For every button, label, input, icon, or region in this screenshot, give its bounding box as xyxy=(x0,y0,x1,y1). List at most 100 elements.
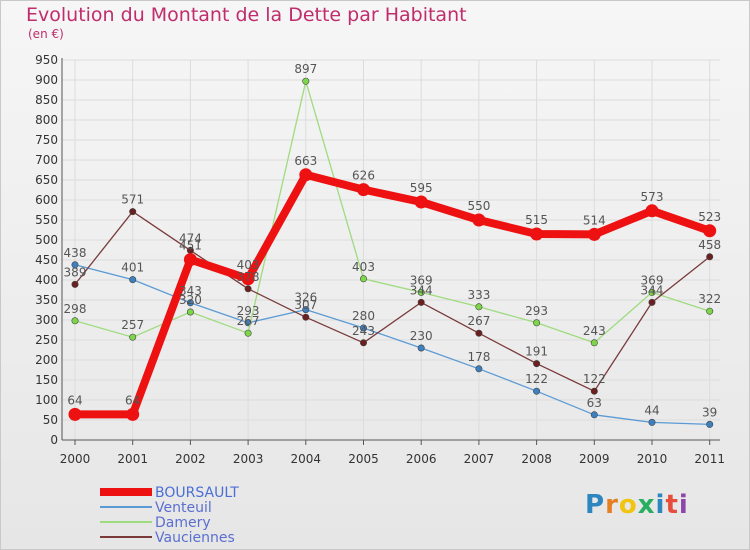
y-tick-label: 450 xyxy=(35,253,58,267)
data-label: 595 xyxy=(410,181,433,195)
data-point xyxy=(186,308,194,316)
data-label: 458 xyxy=(698,238,721,252)
data-point xyxy=(533,319,541,327)
data-labels: 438 401 343 293 326 280 230 178 122 63 44 39 298 257 3… xyxy=(64,62,722,419)
data-point xyxy=(645,204,659,218)
data-point xyxy=(186,299,194,307)
x-tick-label: 2009 xyxy=(579,452,610,466)
data-label: 369 xyxy=(410,273,433,287)
data-label: 267 xyxy=(467,314,490,328)
data-label: 293 xyxy=(525,304,548,318)
logo-letter: r xyxy=(605,490,619,520)
data-label: 322 xyxy=(698,292,721,306)
data-label: 64 xyxy=(67,393,82,407)
data-point xyxy=(472,213,486,227)
data-point xyxy=(533,360,541,368)
y-tick-label: 350 xyxy=(35,293,58,307)
axes: 0 50 100 150 200 250 300 350 400 450 500 550 600 650 7… xyxy=(35,53,725,466)
y-tick-label: 0 xyxy=(50,433,58,447)
data-label: 438 xyxy=(64,246,87,260)
y-tick-label: 300 xyxy=(35,313,58,327)
data-label: 326 xyxy=(294,291,317,305)
data-point xyxy=(129,208,137,216)
x-tick-label: 2006 xyxy=(406,452,437,466)
data-label: 403 xyxy=(352,260,375,274)
data-label: 122 xyxy=(583,372,606,386)
x-tick-label: 2002 xyxy=(175,452,206,466)
data-point xyxy=(302,77,310,85)
data-label: 178 xyxy=(467,350,490,364)
data-label: 122 xyxy=(525,372,548,386)
data-label: 897 xyxy=(294,62,317,76)
data-point xyxy=(417,344,425,352)
y-tick-label: 550 xyxy=(35,213,58,227)
data-point xyxy=(244,285,252,293)
data-label: 267 xyxy=(237,314,260,328)
data-label: 343 xyxy=(179,284,202,298)
data-label: 378 xyxy=(237,270,260,284)
data-point xyxy=(587,227,601,241)
series-line-damery xyxy=(74,80,711,344)
data-label: 298 xyxy=(64,302,87,316)
proxiti-logo: Proxiti xyxy=(585,490,689,520)
data-point xyxy=(241,272,255,286)
data-point xyxy=(475,303,483,311)
data-label: 280 xyxy=(352,309,375,323)
data-label: 389 xyxy=(64,265,87,279)
data-point xyxy=(590,411,598,419)
data-label: 344 xyxy=(641,283,664,297)
logo-letter: o xyxy=(618,490,638,520)
legend-label: BOURSAULT xyxy=(155,485,239,501)
y-tick-label: 200 xyxy=(35,353,58,367)
x-tick-label: 2005 xyxy=(348,452,379,466)
y-tick-label: 400 xyxy=(35,273,58,287)
data-label: 243 xyxy=(583,324,606,338)
data-point xyxy=(475,329,483,337)
x-tick-label: 2001 xyxy=(117,452,148,466)
data-label: 344 xyxy=(410,283,433,297)
series-line-boursault xyxy=(71,170,714,419)
data-point xyxy=(703,224,717,238)
data-label: 333 xyxy=(467,288,490,302)
data-label: 663 xyxy=(294,154,317,168)
grid-lines xyxy=(62,59,720,441)
legend-label: Venteuil xyxy=(155,500,212,516)
data-label: 403 xyxy=(237,258,260,272)
data-label: 243 xyxy=(352,324,375,338)
legend-label: Vauciennes xyxy=(155,530,235,546)
y-tick-label: 250 xyxy=(35,333,58,347)
data-label: 451 xyxy=(179,239,202,253)
data-point xyxy=(359,275,367,283)
y-tick-label: 950 xyxy=(35,53,58,67)
data-point xyxy=(71,317,79,325)
data-point xyxy=(302,313,310,321)
data-point xyxy=(126,407,140,421)
logo-letter: x xyxy=(637,490,656,520)
x-tick-label: 2010 xyxy=(637,452,668,466)
data-label: 401 xyxy=(121,261,144,275)
data-point xyxy=(359,339,367,347)
data-point xyxy=(129,333,137,341)
legend-label: Damery xyxy=(155,515,211,531)
y-tick-label: 750 xyxy=(35,133,58,147)
x-tick-label: 2008 xyxy=(521,452,552,466)
y-tick-label: 600 xyxy=(35,193,58,207)
y-tick-label: 500 xyxy=(35,233,58,247)
data-label: 515 xyxy=(525,213,548,227)
data-label: 63 xyxy=(587,396,602,410)
y-tick-label: 100 xyxy=(35,393,58,407)
y-tick-label: 650 xyxy=(35,173,58,187)
data-point xyxy=(475,365,483,373)
data-point xyxy=(590,339,598,347)
data-point xyxy=(359,324,367,332)
y-tick-label: 850 xyxy=(35,93,58,107)
data-label: 573 xyxy=(641,190,664,204)
data-point xyxy=(357,183,370,197)
data-label: 523 xyxy=(698,210,721,224)
data-label: 64 xyxy=(125,393,140,407)
data-label: 44 xyxy=(644,403,659,417)
data-point xyxy=(71,261,79,269)
